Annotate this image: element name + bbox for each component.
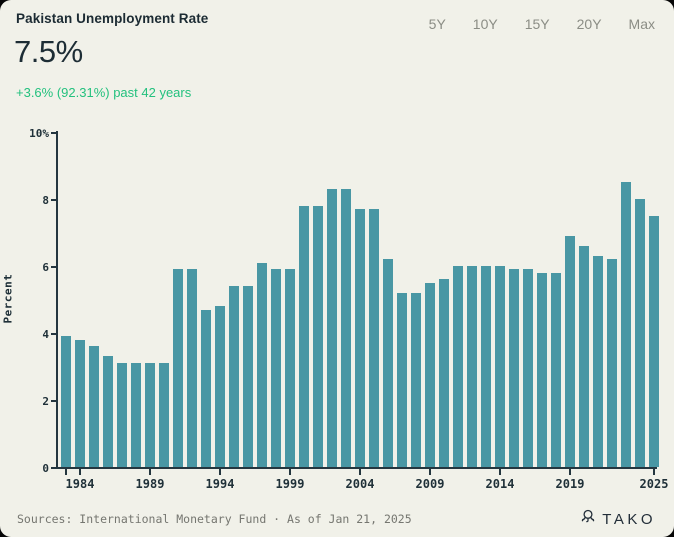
bar-2024[interactable]	[635, 199, 645, 467]
bar-2012[interactable]	[467, 266, 477, 467]
range-button-max[interactable]: Max	[628, 16, 655, 32]
y-axis-title: Percent	[1, 273, 15, 324]
range-button-5y[interactable]: 5Y	[428, 16, 446, 32]
x-tick-1994	[219, 469, 221, 475]
y-axis-line	[56, 131, 58, 469]
x-tick-2004	[359, 469, 361, 475]
x-tick-label-1984: 1984	[65, 477, 95, 491]
bar-1984[interactable]	[75, 339, 85, 467]
y-tick-10	[51, 132, 56, 134]
x-tick-1999	[289, 469, 291, 475]
range-selector: 5Y 10Y 15Y 20Y Max	[429, 16, 655, 32]
bar-2002[interactable]	[327, 188, 337, 467]
bar-2005[interactable]	[369, 209, 379, 467]
x-tick-label-1994: 1994	[205, 477, 235, 491]
y-tick-8	[51, 199, 56, 201]
bar-1992[interactable]	[187, 269, 197, 467]
y-tick-6	[51, 266, 56, 268]
brand-logo: TAKO	[579, 508, 656, 531]
y-tick-4	[51, 333, 56, 335]
page-title: Pakistan Unemployment Rate	[16, 11, 209, 26]
bar-2016[interactable]	[523, 269, 533, 467]
bar-2025[interactable]	[649, 215, 659, 467]
y-tick-label-4: 4	[42, 328, 49, 341]
bar-1989[interactable]	[145, 363, 155, 467]
y-tick-label-10: 10%	[29, 127, 49, 140]
bar-1999[interactable]	[285, 269, 295, 467]
bar-2013[interactable]	[481, 266, 491, 467]
bar-1990[interactable]	[159, 363, 169, 467]
x-tick-label-1999: 1999	[275, 477, 305, 491]
y-tick-label-6: 6	[42, 261, 49, 274]
x-tick-label-1989: 1989	[135, 477, 165, 491]
y-tick-2	[51, 400, 56, 402]
x-tick-2009	[429, 469, 431, 475]
y-tick-0	[51, 467, 56, 469]
x-tick-2025	[653, 469, 655, 475]
sources-caption: Sources: International Monetary Fund · A…	[17, 512, 412, 526]
bar-2009[interactable]	[425, 282, 435, 467]
y-tick-label-0: 0	[42, 462, 49, 475]
bar-1996[interactable]	[243, 286, 253, 467]
bar-2022[interactable]	[607, 259, 617, 467]
bar-2004[interactable]	[355, 209, 365, 467]
bar-1986[interactable]	[103, 356, 113, 467]
x-tick-2014	[499, 469, 501, 475]
bar-1988[interactable]	[131, 363, 141, 467]
bar-2017[interactable]	[537, 272, 547, 467]
bar-2006[interactable]	[383, 259, 393, 467]
x-tick-2019	[569, 469, 571, 475]
y-tick-label-8: 8	[42, 194, 49, 207]
y-tick-label-2: 2	[42, 395, 49, 408]
bar-2003[interactable]	[341, 188, 351, 467]
x-axis-line	[56, 467, 657, 469]
bar-1998[interactable]	[271, 269, 281, 467]
bar-2018[interactable]	[551, 272, 561, 467]
bar-2001[interactable]	[313, 205, 323, 467]
bar-2010[interactable]	[439, 279, 449, 467]
bar-2011[interactable]	[453, 266, 463, 467]
bar-2020[interactable]	[579, 245, 589, 467]
range-button-20y[interactable]: 20Y	[576, 16, 602, 32]
bar-2007[interactable]	[397, 292, 407, 467]
bar-1985[interactable]	[89, 346, 99, 467]
bar-1997[interactable]	[257, 262, 267, 467]
bar-1991[interactable]	[173, 269, 183, 467]
bar-2021[interactable]	[593, 255, 603, 467]
bar-2008[interactable]	[411, 292, 421, 467]
bar-2014[interactable]	[495, 266, 505, 467]
x-tick-label-2025: 2025	[639, 477, 669, 491]
bar-2019[interactable]	[565, 235, 575, 467]
octopus-icon	[579, 508, 597, 531]
bar-1994[interactable]	[215, 306, 225, 467]
bar-1995[interactable]	[229, 286, 239, 467]
brand-name: TAKO	[602, 511, 656, 528]
bar-2000[interactable]	[299, 205, 309, 467]
bar-2015[interactable]	[509, 269, 519, 467]
bar-1993[interactable]	[201, 309, 211, 467]
bar-1987[interactable]	[117, 363, 127, 467]
range-button-10y[interactable]: 10Y	[472, 16, 498, 32]
bar-1983[interactable]	[61, 336, 71, 467]
range-button-15y[interactable]: 15Y	[524, 16, 550, 32]
change-summary: +3.6% (92.31%) past 42 years	[16, 85, 192, 100]
x-tick-label-2014: 2014	[485, 477, 515, 491]
x-tick-1989	[149, 469, 151, 475]
bar-2023[interactable]	[621, 182, 631, 467]
x-tick-label-2019: 2019	[555, 477, 585, 491]
current-value: 7.5%	[14, 34, 83, 69]
x-tick-1984	[79, 469, 81, 475]
x-tick-1983	[65, 469, 67, 475]
x-tick-label-2009: 2009	[415, 477, 445, 491]
x-tick-label-2004: 2004	[345, 477, 375, 491]
